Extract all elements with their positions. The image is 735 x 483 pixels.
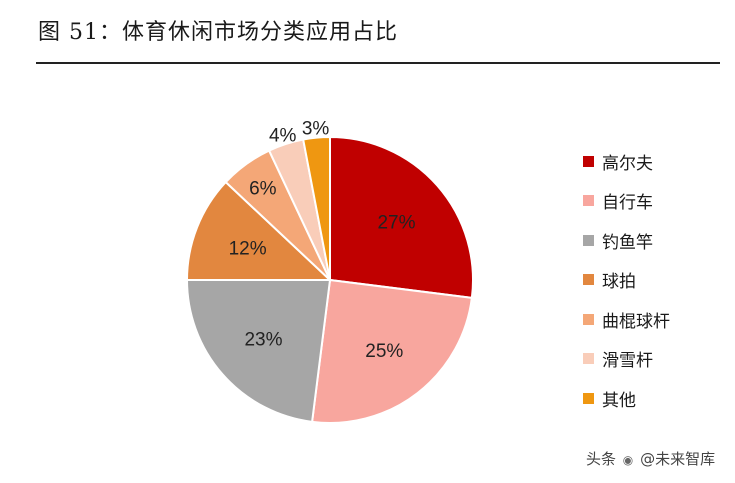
pie-label-2: 25% (365, 341, 403, 362)
legend-label: 球拍 (602, 272, 636, 292)
legend-swatch (583, 155, 594, 167)
pie-slice-4 (185, 180, 333, 281)
pie-slices (185, 135, 474, 424)
source-watermark: 头条 ◉ @未来智库 (586, 448, 715, 469)
watermark-text: @未来智库 (640, 450, 716, 468)
legend-item-5: 曲棍球杆 (583, 308, 670, 332)
pie-slice-2 (310, 278, 473, 424)
pie-label-5: 6% (249, 178, 277, 199)
legend-swatch (583, 392, 594, 404)
pie-slice-7 (302, 135, 331, 281)
wechat-icon: ◉ (622, 453, 634, 467)
chart-title: 图 51：体育休闲市场分类应用占比 (38, 20, 398, 45)
watermark-prefix: 头条 (586, 450, 617, 468)
legend-label: 高尔夫 (602, 153, 653, 174)
pie-label-7: 3% (302, 119, 330, 140)
legend-item-4: 球拍 (583, 269, 670, 292)
legend-label: 滑雪杆 (602, 351, 653, 371)
legend-item-7: 其他 (583, 387, 670, 411)
legend-item-6: 滑雪杆 (583, 348, 670, 371)
legend-item-3: 钓鱼竿 (583, 229, 670, 253)
pie-label-6: 4% (269, 126, 297, 147)
legend-label: 其他 (602, 390, 636, 411)
legend-item-1: 高尔夫 (583, 150, 670, 174)
legend-swatch (583, 195, 594, 206)
pie-label-1: 27% (377, 212, 415, 233)
legend-label: 自行车 (602, 193, 653, 213)
legend-label: 曲棍球杆 (602, 311, 670, 332)
pie-label-3: 23% (244, 330, 282, 351)
legend-swatch (583, 234, 594, 246)
pie-slice-1 (329, 135, 474, 300)
legend-label: 钓鱼竿 (602, 232, 653, 253)
legend-swatch (583, 313, 594, 325)
pie-slice-3 (185, 279, 332, 423)
title-divider (36, 62, 720, 64)
pie-percent-labels: 27% 25% 23% 12% 6% 4% 3% (229, 119, 416, 362)
legend-item-2: 自行车 (583, 190, 670, 213)
chart-legend: 高尔夫自行车钓鱼竿球拍曲棍球杆滑雪杆其他 (583, 150, 670, 427)
legend-swatch (583, 274, 594, 285)
pie-label-4: 12% (229, 238, 267, 259)
legend-swatch (583, 353, 594, 364)
